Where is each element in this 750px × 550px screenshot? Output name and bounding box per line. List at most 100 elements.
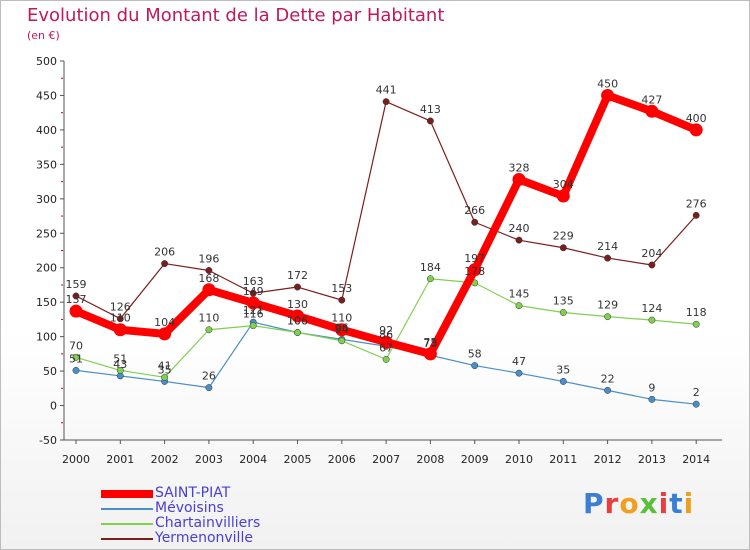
data-label: 43 (113, 358, 127, 371)
chart-title: Evolution du Montant de la Dette par Hab… (27, 5, 445, 26)
data-label: 41 (158, 359, 172, 372)
legend-item-mevoisins: Mévoisins (101, 500, 401, 517)
data-point (294, 283, 301, 291)
data-point (692, 400, 700, 408)
data-point (116, 315, 124, 323)
data-point (604, 386, 612, 394)
data-point (512, 173, 526, 187)
data-label: 197 (464, 252, 485, 265)
x-tick-label: 2010 (505, 453, 533, 466)
data-label: 129 (597, 299, 618, 312)
y-tick-label: 0 (50, 400, 57, 413)
brand-letter: P (583, 487, 605, 520)
data-label: 137 (66, 293, 87, 306)
data-label: 110 (110, 312, 131, 325)
data-label: 73 (423, 337, 437, 350)
x-tick-label: 2003 (195, 453, 223, 466)
data-point (72, 353, 80, 361)
x-tick-label: 2009 (461, 453, 489, 466)
data-point (423, 347, 437, 361)
data-label: 86 (379, 328, 393, 341)
data-point (72, 292, 80, 300)
legend-swatch (101, 490, 153, 498)
data-point (161, 260, 169, 268)
data-label: 26 (202, 370, 216, 383)
chart-unit: (en €) (27, 29, 60, 42)
legend-item-yermenonville: Yermenonville (101, 530, 401, 547)
data-point (645, 104, 659, 118)
x-tick-label: 2005 (284, 453, 312, 466)
y-tick-label: -50 (39, 434, 57, 447)
data-label: 196 (198, 252, 219, 265)
data-label: 96 (335, 321, 349, 334)
data-point (379, 335, 393, 349)
data-label: 35 (556, 363, 570, 376)
x-tick-label: 2008 (416, 453, 444, 466)
y-tick-label: 100 (36, 331, 57, 344)
data-label: 75 (423, 336, 437, 349)
data-label: 229 (553, 230, 574, 243)
data-point (382, 355, 390, 363)
data-point (556, 189, 570, 203)
data-point (246, 296, 260, 310)
y-tick-label: 50 (43, 365, 57, 378)
data-point (205, 267, 213, 274)
data-point (426, 117, 434, 125)
data-label: 153 (331, 282, 352, 295)
x-tick-label: 2006 (328, 453, 356, 466)
data-label: 400 (686, 112, 707, 125)
data-label: 67 (379, 341, 393, 354)
data-label: 104 (154, 316, 175, 329)
data-point (382, 98, 390, 106)
data-label: 51 (69, 352, 83, 365)
y-tick-label: 150 (36, 296, 57, 309)
data-point (158, 327, 172, 341)
data-label: 328 (509, 162, 530, 175)
y-tick-label: 450 (36, 89, 57, 102)
legend-item-saint-piat: SAINT-PIAT (101, 485, 401, 502)
data-label: 214 (597, 240, 618, 253)
data-label: 92 (379, 324, 393, 337)
brand-letter: x (639, 487, 659, 520)
y-tick-label: 200 (36, 262, 57, 275)
data-label: 427 (641, 93, 662, 106)
data-point (202, 283, 216, 297)
data-point (338, 337, 346, 345)
data-label: 2 (693, 386, 700, 399)
series-line (75, 101, 697, 320)
legend-label: Yermenonville (155, 530, 253, 546)
data-point (604, 313, 612, 321)
data-label: 159 (66, 278, 87, 291)
data-label: 9 (648, 381, 655, 394)
x-tick-label: 2007 (372, 453, 400, 466)
y-tick-label: 250 (36, 227, 57, 240)
data-label: 121 (243, 304, 264, 317)
data-point (471, 218, 479, 226)
data-label: 172 (287, 269, 308, 282)
data-label: 204 (641, 247, 662, 260)
data-label: 206 (154, 246, 175, 259)
data-label: 47 (512, 355, 526, 368)
data-label: 145 (509, 288, 530, 301)
data-label: 130 (287, 298, 308, 311)
x-tick-label: 2012 (594, 453, 622, 466)
data-point (648, 261, 656, 269)
data-label: 94 (335, 323, 349, 336)
data-label: 116 (243, 308, 264, 321)
y-tick-label: 400 (36, 124, 57, 137)
data-point (205, 326, 213, 334)
data-label: 110 (331, 312, 352, 325)
data-label: 184 (420, 261, 441, 274)
data-point (249, 322, 257, 330)
x-tick-label: 2014 (682, 453, 710, 466)
data-point (161, 373, 169, 381)
data-label: 106 (287, 315, 308, 328)
x-tick-label: 2000 (62, 453, 90, 466)
x-tick-label: 2001 (106, 453, 134, 466)
data-label: 266 (464, 204, 485, 217)
y-tick-label: 500 (36, 55, 57, 68)
data-point (692, 211, 700, 219)
legend-label: SAINT-PIAT (155, 485, 231, 501)
data-point (335, 323, 349, 337)
